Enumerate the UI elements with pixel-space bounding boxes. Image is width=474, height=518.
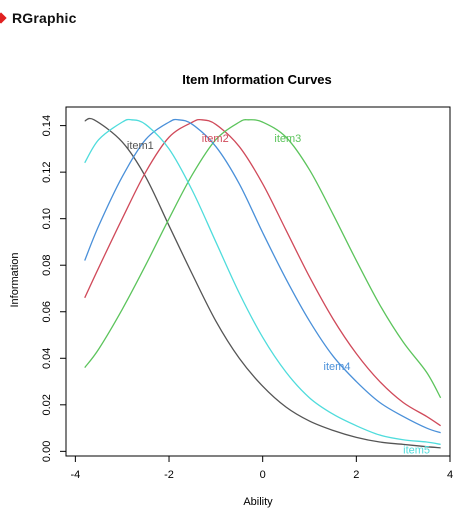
series-line-item2 bbox=[84, 118, 441, 427]
x-axis: -4 -2 0 2 4 bbox=[70, 455, 453, 481]
chart-title: Item Information Curves bbox=[182, 72, 332, 87]
y-tick-label: 0.14 bbox=[41, 115, 53, 136]
series-label-item2: item2 bbox=[202, 133, 229, 145]
series-line-item5 bbox=[84, 118, 441, 446]
y-axis: 0.00 0.02 0.04 0.06 0.08 0.10 0.12 0.14 bbox=[41, 115, 67, 462]
y-tick-label: 0.04 bbox=[41, 348, 53, 369]
y-tick-label: 0.00 bbox=[41, 441, 53, 462]
y-tick-label: 0.02 bbox=[41, 394, 53, 415]
series-line-item3 bbox=[84, 119, 442, 399]
window-titlebar: RGraphic bbox=[0, 0, 474, 40]
series-line-item1 bbox=[84, 117, 441, 449]
x-tick-label: -2 bbox=[164, 469, 174, 481]
series-label-item3: item3 bbox=[274, 133, 301, 145]
y-axis-label: Information bbox=[9, 252, 21, 307]
y-tick-label: 0.10 bbox=[41, 208, 53, 229]
series-label-item5: item5 bbox=[403, 445, 430, 457]
x-tick-label: 4 bbox=[447, 469, 453, 481]
window-title: RGraphic bbox=[12, 10, 77, 26]
y-tick-label: 0.06 bbox=[41, 301, 53, 322]
series-label-item1: item1 bbox=[127, 140, 154, 152]
series-line-item4 bbox=[84, 118, 441, 434]
x-tick-label: -4 bbox=[70, 469, 80, 481]
series-labels: item1 item2 item3 item4 item5 bbox=[127, 133, 430, 457]
y-tick-label: 0.12 bbox=[41, 161, 53, 182]
x-tick-label: 2 bbox=[353, 469, 359, 481]
x-axis-label: Ability bbox=[243, 496, 273, 508]
series-label-item4: item4 bbox=[324, 361, 351, 373]
y-tick-label: 0.08 bbox=[41, 255, 53, 276]
plot-frame bbox=[65, 106, 451, 457]
series-lines bbox=[84, 117, 442, 449]
x-tick-label: 0 bbox=[260, 469, 266, 481]
